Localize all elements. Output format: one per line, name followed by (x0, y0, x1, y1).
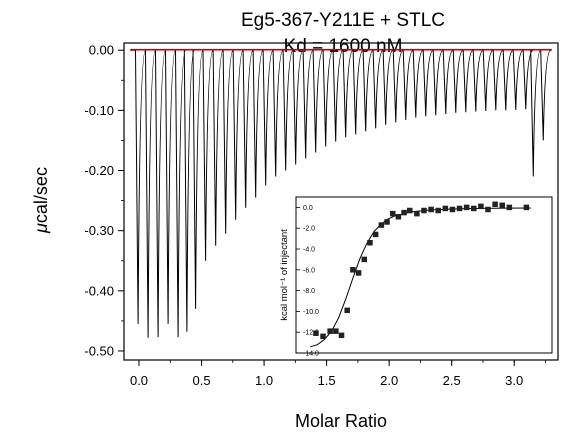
data-point (506, 204, 513, 211)
data-point (384, 219, 390, 225)
data-point (361, 256, 368, 263)
y-axis-label-unit: cal/sec (31, 167, 51, 223)
data-point (401, 209, 407, 216)
data-point (333, 328, 339, 334)
y-tick-label: 0.00 (89, 43, 114, 58)
inset-y-tick-label: 0.0 (303, 205, 313, 212)
inset-y-tick-label: -10.0 (303, 309, 319, 316)
inset-plot: 0.0 -2.0 -4.0 -6.0 -8.0 -10.0 -12.0 -14.0 kcal … (279, 196, 553, 358)
y-tick-label: -0.50 (84, 343, 114, 358)
inset-y-axis-label: kcal mol⁻¹ of injectant (279, 229, 290, 321)
data-point (435, 207, 441, 214)
data-point (471, 205, 477, 212)
x-tick-label: 2.0 (380, 373, 398, 388)
y-tick-label: -0.20 (84, 163, 114, 178)
data-point (442, 205, 449, 212)
data-point (367, 240, 373, 246)
x-tick-label: 1.0 (255, 373, 273, 388)
y-axis-label: μcal/sec (31, 167, 51, 234)
data-point (492, 201, 498, 208)
inset-y-ticks: 0.0 -2.0 -4.0 -6.0 -8.0 -10.0 -12.0 -14.0 (296, 205, 319, 358)
inset-y-tick-label: -2.0 (303, 226, 315, 233)
data-point (338, 332, 345, 339)
inset-y-tick-label: -6.0 (303, 267, 315, 274)
data-point (313, 330, 319, 336)
data-point (389, 210, 396, 217)
data-point (478, 203, 484, 210)
data-point (407, 207, 413, 214)
data-point (456, 205, 463, 212)
data-point (428, 206, 434, 213)
y-tick-label: -0.30 (84, 223, 114, 238)
data-point (378, 222, 385, 228)
data-point (327, 328, 333, 334)
main-x-ticks: 0.0 0.5 1.0 1.5 2.0 2.5 3.0 (130, 360, 546, 388)
y-tick-label: -0.10 (84, 103, 114, 118)
data-point (320, 333, 326, 340)
data-point (414, 210, 420, 217)
chart-title-line1: Eg5-367-Y211E + STLC (241, 10, 445, 31)
main-y-ticks: 0.00 -0.10 -0.20 -0.30 -0.40 -0.50 (84, 43, 124, 358)
x-axis-label: Molar Ratio (295, 411, 387, 431)
data-point (485, 206, 491, 213)
inset-y-tick-label: -12.0 (303, 330, 319, 337)
data-point (463, 204, 470, 211)
inset-y-tick-label: -8.0 (303, 288, 315, 295)
data-point (523, 204, 530, 211)
inset-y-tick-label: -4.0 (303, 247, 315, 254)
data-point (350, 267, 356, 273)
y-tick-label: -0.40 (84, 283, 114, 298)
x-tick-label: 3.0 (505, 373, 523, 388)
data-point (355, 270, 362, 276)
inset-plot-frame (295, 196, 553, 354)
data-point (421, 207, 427, 214)
x-tick-label: 0.5 (193, 373, 211, 388)
data-point (344, 307, 350, 314)
data-point (499, 202, 505, 209)
data-point (372, 231, 379, 238)
inset-points (313, 201, 530, 340)
data-point (449, 206, 456, 213)
main-plot-frame (123, 42, 559, 361)
inset-y-tick-label: -14.0 (303, 351, 319, 358)
y-axis-label-mu: μ (31, 223, 51, 234)
main-traces (130, 48, 552, 338)
x-tick-label: 2.5 (443, 373, 461, 388)
data-point (395, 214, 402, 220)
x-tick-label: 1.5 (318, 373, 336, 388)
x-tick-label: 0.0 (130, 373, 148, 388)
